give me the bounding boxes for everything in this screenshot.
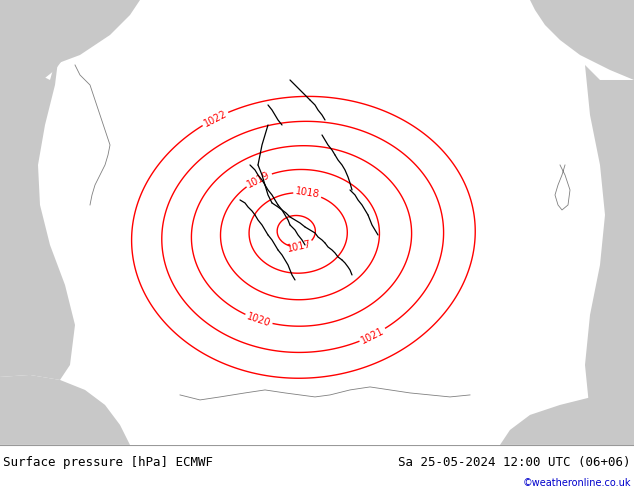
Text: 1020: 1020 [245,311,272,328]
Polygon shape [0,45,75,380]
Polygon shape [500,385,634,445]
Text: Surface pressure [hPa] ECMWF: Surface pressure [hPa] ECMWF [3,456,213,469]
Text: 1019: 1019 [245,170,272,189]
Polygon shape [530,0,634,80]
Text: 1022: 1022 [202,108,228,128]
Text: 1018: 1018 [295,187,320,200]
Polygon shape [585,65,634,445]
Text: ©weatheronline.co.uk: ©weatheronline.co.uk [522,478,631,488]
Text: Sa 25-05-2024 12:00 UTC (06+06): Sa 25-05-2024 12:00 UTC (06+06) [398,456,631,469]
Polygon shape [0,375,130,445]
Polygon shape [0,0,85,110]
Text: 1021: 1021 [359,325,385,345]
Polygon shape [0,0,140,80]
Text: 1017: 1017 [286,239,312,254]
